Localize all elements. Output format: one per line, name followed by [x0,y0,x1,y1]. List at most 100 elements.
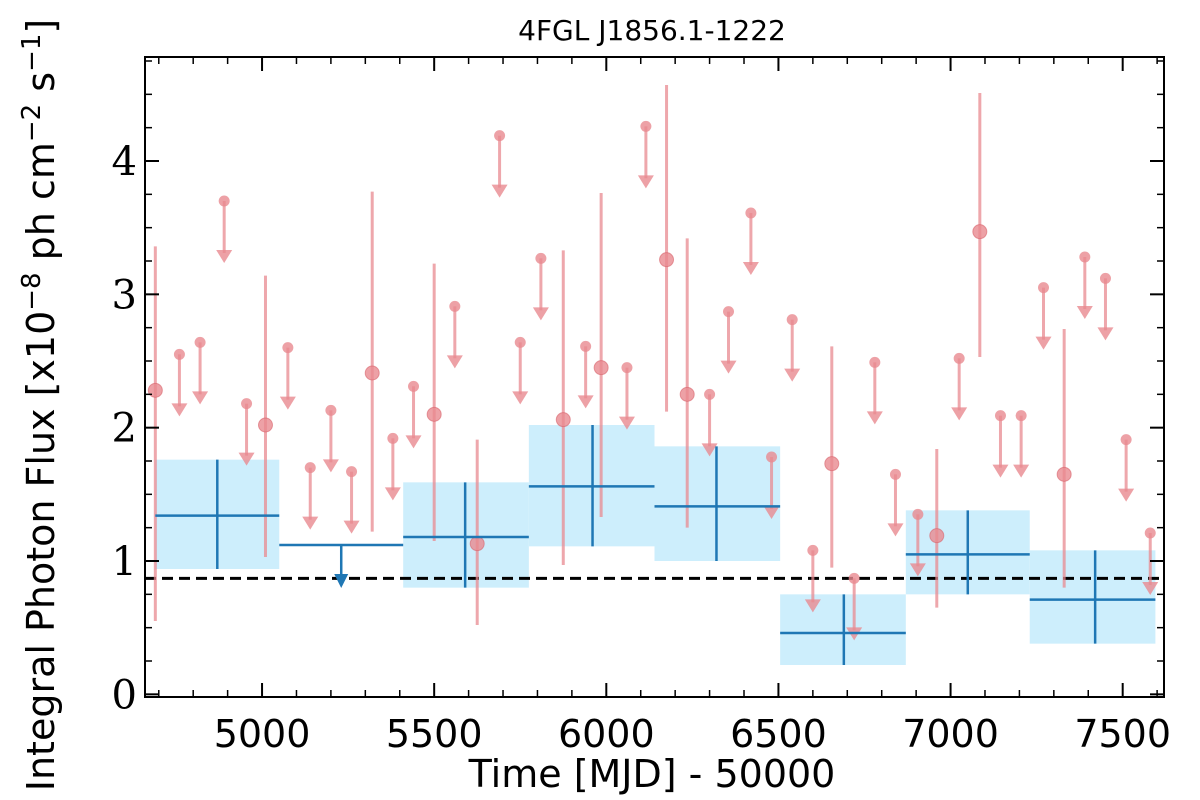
upper-limit-point [848,572,860,584]
upper-limit-point [640,120,652,132]
upper-limit-arrow-head [637,175,654,189]
upper-limit-point [723,306,735,318]
upper-limit-arrow-head [302,516,319,530]
y-tick-label: 0 [112,672,137,718]
chart-title: 4FGL J1856.1-1222 [518,14,786,47]
short-bin-point [972,224,988,240]
upper-limit-point [745,207,757,219]
plot-frame [144,56,1165,698]
upper-limit-point [912,508,924,520]
short-bin-point [593,360,609,376]
y-tick-label: 2 [112,406,137,452]
short-bin-point [659,252,675,268]
upper-limit-point [173,348,185,360]
short-bin-point [679,386,695,402]
upper-limit-arrow-head [784,368,801,382]
upper-limit-arrow-head [887,523,904,537]
upper-limit-arrow-head [192,391,209,405]
upper-limit-arrow-head [951,407,968,421]
upper-limit-arrow-head [446,355,463,369]
short-bin-point [147,382,163,398]
upper-limit-point [241,398,253,410]
x-tick-label: 5000 [214,712,311,756]
y-tick-label: 4 [112,139,137,185]
upper-limit-arrow-head [491,184,508,198]
upper-limit-point [282,342,294,354]
upper-limit-point [1079,251,1091,263]
upper-limit-arrow-head [720,360,737,374]
upper-limit-point [387,432,399,444]
long-bin-upper-limit-arrow-head [334,574,349,588]
upper-limit-arrow-head [171,403,188,417]
upper-limit-arrow-head [1142,582,1159,595]
upper-limit-arrow-head [1097,327,1114,341]
upper-limit-arrow-head [763,506,780,519]
upper-limit-arrow-head [279,396,296,410]
upper-limit-arrow-head [1013,464,1030,478]
upper-limit-point [194,336,206,348]
y-tick-label: 3 [112,272,137,318]
upper-limit-arrow-head [1035,336,1052,350]
upper-limit-point [1120,434,1132,446]
upper-limit-point [953,352,965,364]
upper-limit-point [218,195,230,207]
upper-limit-point [1015,410,1027,422]
upper-limit-arrow-head [992,464,1009,478]
upper-limit-arrow-head [343,520,360,534]
upper-limit-arrow-head [1118,488,1135,502]
upper-limit-point [889,468,901,480]
y-axis-label: Integral Photon Flux [x10−8 ph cm−2 s−1] [17,19,63,792]
upper-limit-point [704,388,716,400]
upper-limit-point [325,404,337,416]
upper-limit-arrow-head [618,416,635,430]
upper-limit-arrow-head [1076,306,1093,319]
upper-limit-point [994,410,1006,422]
upper-limit-point [1038,282,1050,294]
long-bin-error-box [1029,550,1156,644]
upper-limit-arrow-head [701,443,718,457]
upper-limit-point [535,252,547,264]
x-tick-label: 6500 [730,712,827,756]
upper-limit-point [580,340,592,352]
short-bin-point [1056,466,1072,482]
upper-limit-arrow-head [322,459,339,473]
plot-area [145,85,1164,665]
short-bin-point [469,536,485,552]
y-tick-label: 1 [112,539,137,585]
upper-limit-point [1144,527,1156,539]
upper-limit-arrow-head [909,563,926,577]
upper-limit-point [807,544,819,556]
upper-limit-point [346,466,358,478]
upper-limit-point [494,130,506,142]
upper-limit-arrow-head [577,395,594,409]
upper-limit-arrow-head [866,411,883,425]
short-bin-point [824,456,840,472]
upper-limit-point [621,362,633,374]
upper-limit-arrow-head [405,435,422,449]
upper-limit-arrow-head [804,599,821,613]
upper-limit-point [514,336,526,348]
upper-limit-arrow-head [742,262,759,275]
upper-limit-point [1099,272,1111,284]
x-axis-label: Time [MJD] - 50000 [468,752,836,796]
x-tick-label: 6000 [558,712,655,756]
axis-ticks: 5000 5500 6000 6500 7000 7500 0 1 2 3 4 [112,57,1171,756]
x-tick-label: 7500 [1074,712,1171,756]
upper-limit-point [786,314,798,326]
upper-limit-arrow-head [384,487,401,501]
upper-limit-point [869,356,881,368]
upper-limit-point [408,380,420,392]
upper-limit-arrow-head [512,391,529,405]
upper-limit-point [304,462,316,474]
upper-limit-arrow-head [238,452,255,466]
short-bin-point [426,406,442,422]
upper-limit-arrow-head [532,307,549,321]
upper-limit-point [449,300,461,312]
upper-limit-point [766,451,778,463]
short-bin-point [364,365,380,381]
x-tick-label: 7000 [902,712,999,756]
short-bin-point [929,528,945,544]
short-bin-point [555,412,571,428]
x-tick-label: 5500 [386,712,483,756]
